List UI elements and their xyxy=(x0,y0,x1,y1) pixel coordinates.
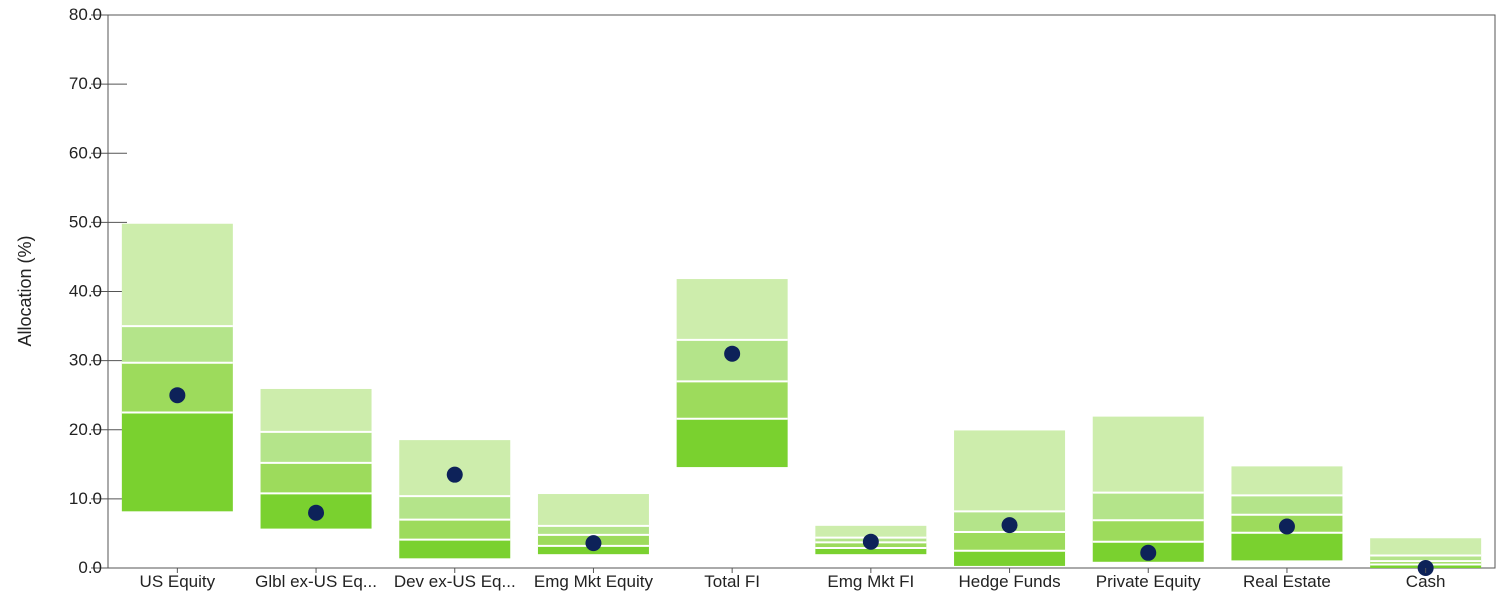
value-marker xyxy=(1001,517,1018,534)
bar-band xyxy=(399,539,511,559)
bar-band xyxy=(260,431,372,463)
x-category-label: Emg Mkt FI xyxy=(827,572,914,591)
bar-band xyxy=(260,462,372,494)
bar-band xyxy=(676,279,788,340)
value-marker xyxy=(724,345,741,362)
y-tick-label: 70.0 xyxy=(69,74,102,93)
bar-band xyxy=(537,494,649,526)
x-axis: US Equity Glbl ex-US Eq... Dev ex-US Eq...… xyxy=(140,568,1446,591)
value-marker xyxy=(446,466,463,483)
bar-band xyxy=(954,550,1066,566)
bar-band xyxy=(121,412,233,512)
x-category-label: Total FI xyxy=(704,572,760,591)
bar-group xyxy=(676,279,788,468)
y-tick-label: 40.0 xyxy=(69,282,102,301)
bar-group xyxy=(1231,466,1343,561)
bar-band xyxy=(1092,520,1204,542)
bar-band xyxy=(815,525,927,538)
y-axis-title: Allocation (%) xyxy=(15,235,35,346)
value-marker xyxy=(1278,518,1295,535)
value-marker xyxy=(585,535,602,552)
bar-band xyxy=(676,381,788,419)
x-category-label: Private Equity xyxy=(1096,572,1201,591)
y-tick-label: 30.0 xyxy=(69,351,102,370)
bar-band xyxy=(815,547,927,555)
bar-band xyxy=(399,519,511,540)
bar-group xyxy=(954,430,1066,566)
bar-band xyxy=(121,223,233,327)
bar-band xyxy=(1092,492,1204,521)
y-tick-label: 20.0 xyxy=(69,420,102,439)
x-category-label: Dev ex-US Eq... xyxy=(394,572,516,591)
y-tick-label: 80.0 xyxy=(69,5,102,24)
bar-band xyxy=(1231,466,1343,496)
x-category-label: Cash xyxy=(1406,572,1446,591)
x-category-label: Hedge Funds xyxy=(959,572,1061,591)
bar-band xyxy=(1092,416,1204,493)
y-tick-label: 0.0 xyxy=(78,558,102,577)
value-marker xyxy=(169,387,186,404)
bar-band xyxy=(1231,495,1343,515)
bar-band xyxy=(954,532,1066,551)
bar-group xyxy=(1092,416,1204,562)
bar-group xyxy=(121,223,233,512)
bar-band xyxy=(537,525,649,535)
value-marker xyxy=(862,533,879,550)
markers-layer xyxy=(169,345,1434,576)
bar-band xyxy=(121,326,233,363)
value-marker xyxy=(308,504,325,521)
value-marker xyxy=(1140,544,1157,561)
bar-band xyxy=(676,418,788,468)
bar-band xyxy=(1370,555,1482,562)
bar-band xyxy=(260,388,372,432)
bar-band xyxy=(399,496,511,520)
x-category-label: US Equity xyxy=(140,572,216,591)
bars-layer xyxy=(121,223,1482,568)
x-category-label: Real Estate xyxy=(1243,572,1331,591)
bar-band xyxy=(1370,538,1482,556)
bar-group xyxy=(399,440,511,559)
bar-band xyxy=(1231,532,1343,561)
x-category-label: Glbl ex-US Eq... xyxy=(255,572,377,591)
bar-band xyxy=(954,430,1066,512)
y-tick-label: 10.0 xyxy=(69,489,102,508)
y-tick-label: 60.0 xyxy=(69,143,102,162)
y-tick-label: 50.0 xyxy=(69,212,102,231)
y-axis: 0.0 10.0 20.0 30.0 40.0 50.0 60.0 70.0 80.0 xyxy=(69,5,127,577)
x-category-label: Emg Mkt Equity xyxy=(534,572,654,591)
bar-group xyxy=(260,388,372,529)
